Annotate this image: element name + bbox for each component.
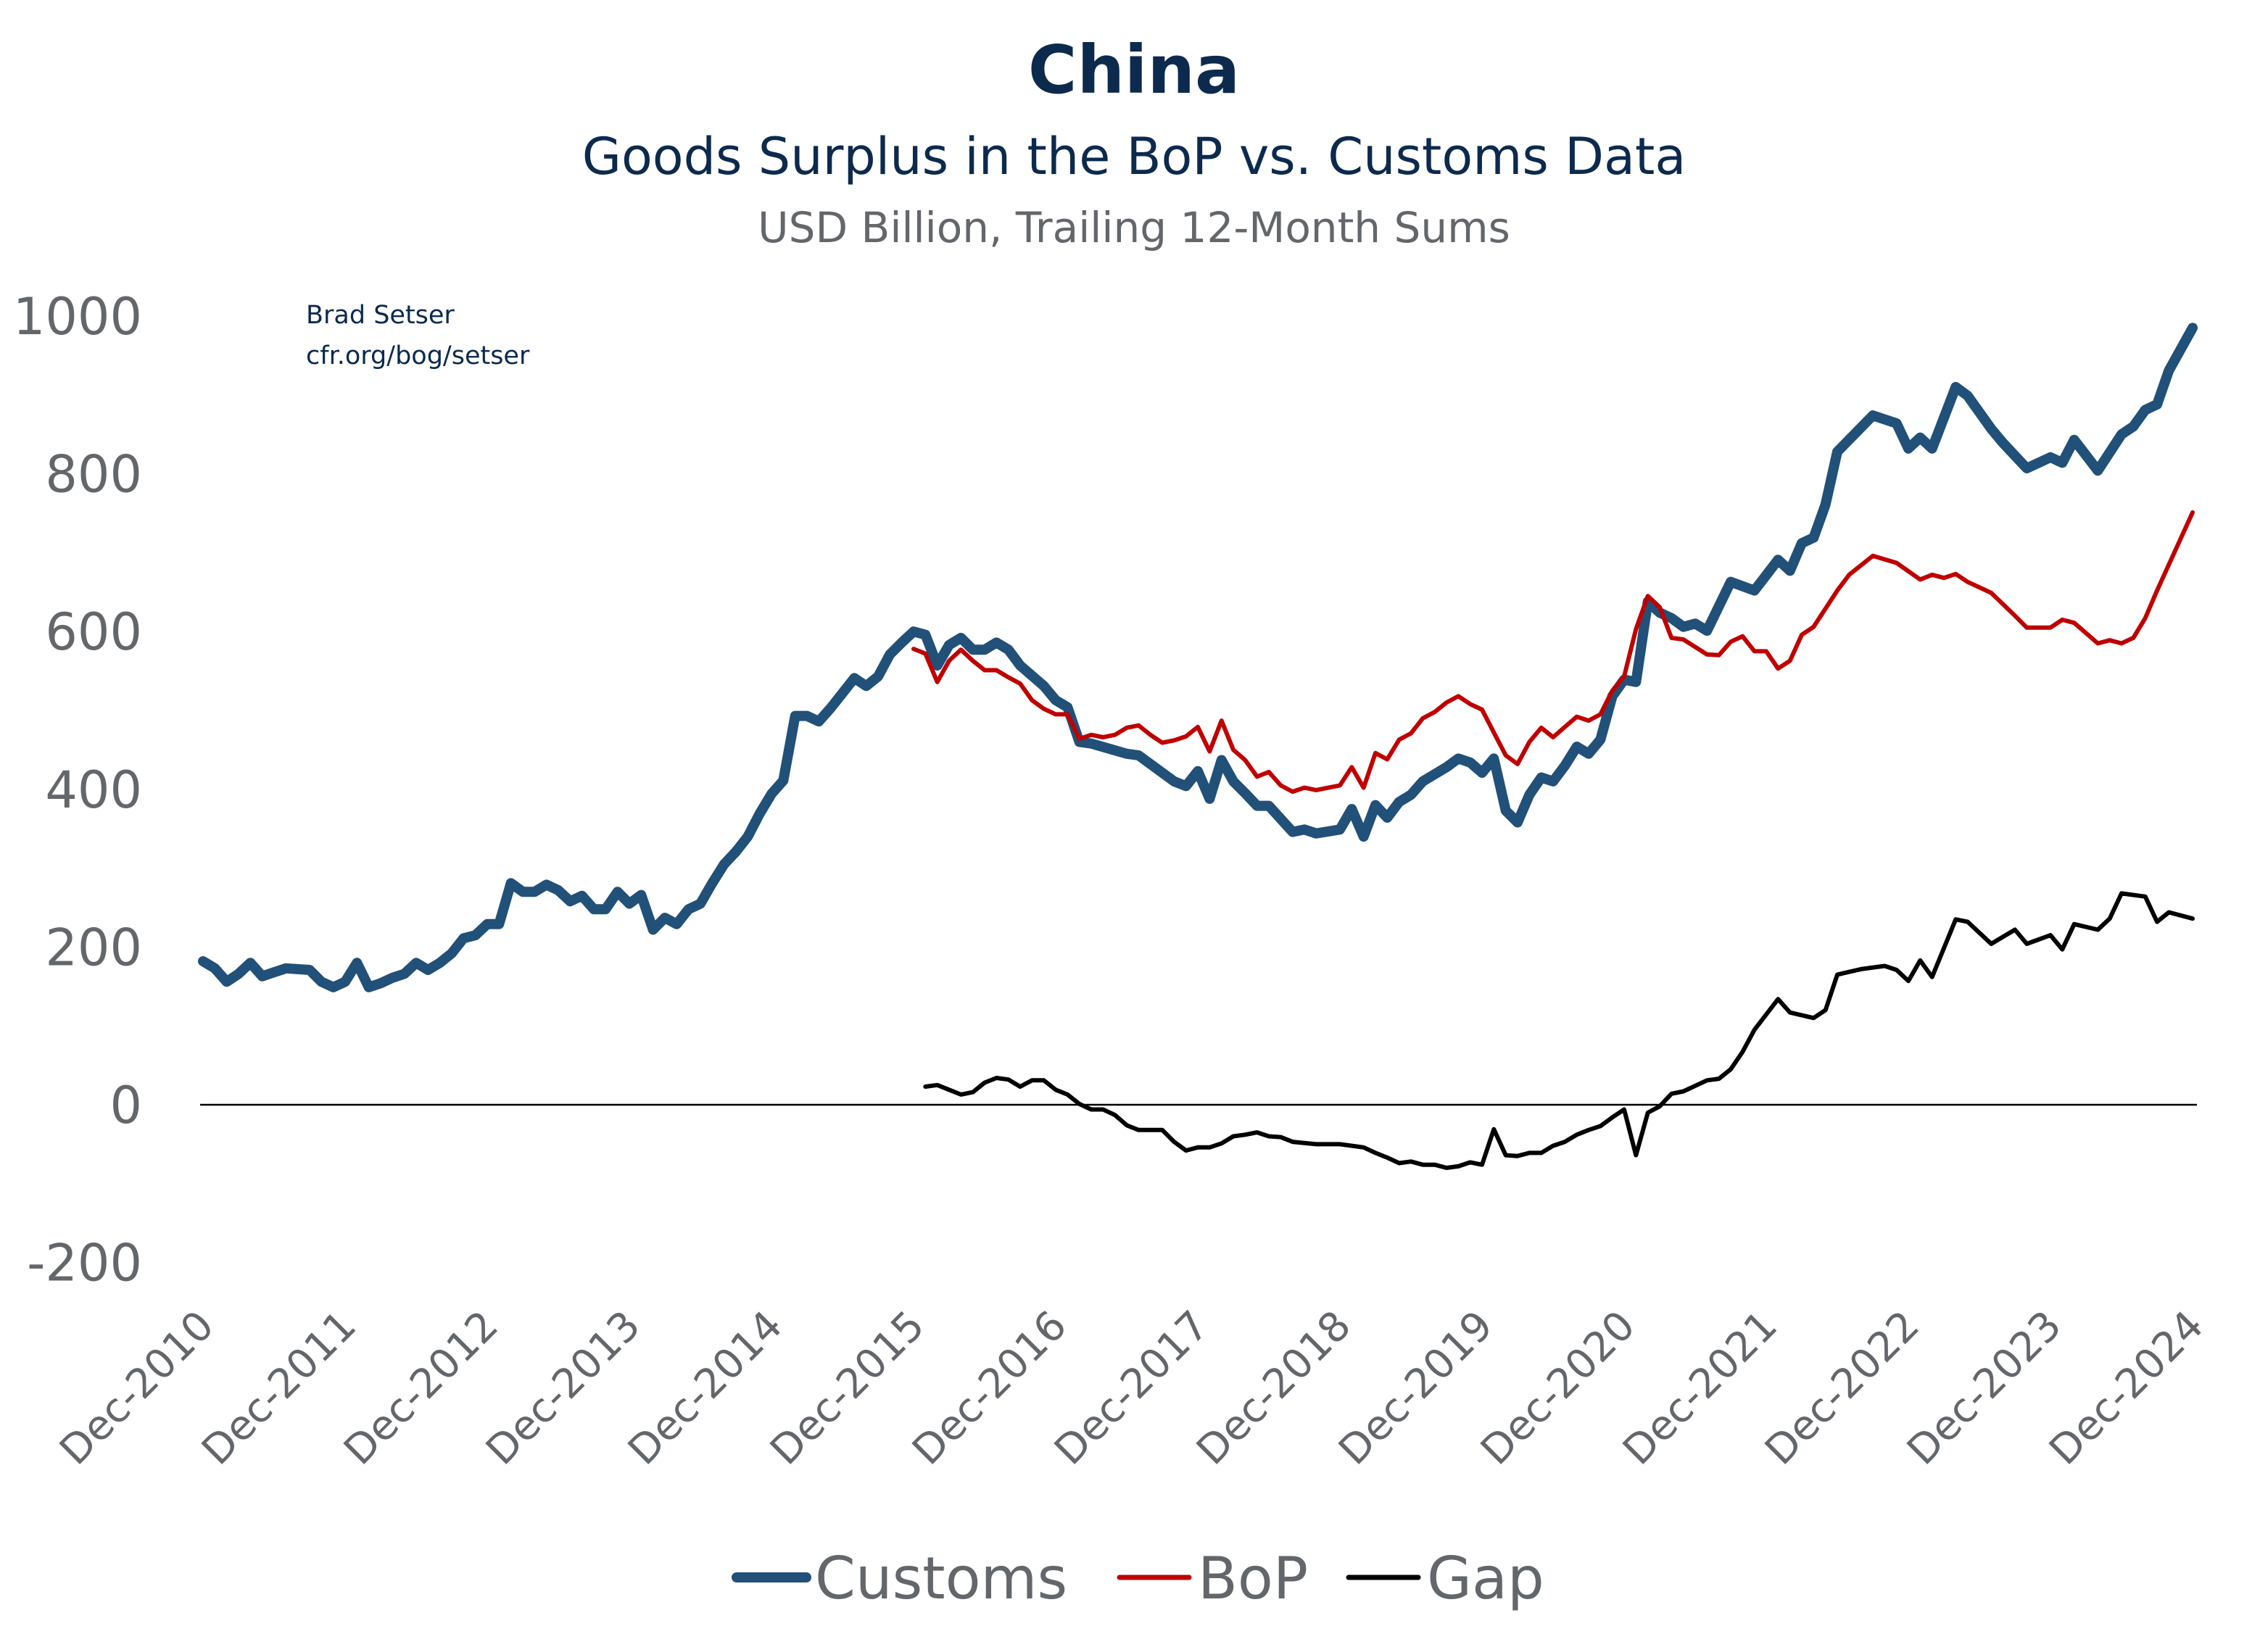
y-tick-label: 200 (45, 918, 142, 977)
y-axis: 1000 800 600 400 200 0 -200 (13, 287, 142, 1293)
y-tick-label: -200 (27, 1234, 142, 1293)
chart-subtitle: Goods Surplus in the BoP vs. Customs Dat… (582, 127, 1686, 186)
source-note: cfr.org/bog/setser (306, 341, 530, 370)
x-tick-label: Dec-2011 (193, 1302, 365, 1474)
y-tick-label: 600 (45, 602, 142, 662)
x-tick-label: Dec-2010 (51, 1302, 223, 1474)
x-tick-label: Dec-2014 (619, 1302, 792, 1474)
x-tick-label: Dec-2022 (1756, 1302, 1929, 1474)
y-tick-label: 1000 (13, 287, 142, 347)
x-tick-label: Dec-2015 (761, 1302, 934, 1474)
x-tick-label: Dec-2012 (335, 1302, 508, 1474)
x-axis: Dec-2010Dec-2011Dec-2012Dec-2013Dec-2014… (51, 1302, 2213, 1474)
x-tick-label: Dec-2018 (1188, 1302, 1360, 1474)
x-tick-label: Dec-2019 (1330, 1302, 1502, 1474)
y-tick-label: 400 (45, 760, 142, 820)
x-tick-label: Dec-2017 (1046, 1302, 1218, 1474)
y-tick-label: 800 (45, 445, 142, 505)
x-tick-label: Dec-2020 (1472, 1302, 1644, 1474)
chart-units: USD Billion, Trailing 12-Month Sums (758, 203, 1510, 252)
legend: Customs BoP Gap (732, 1545, 1544, 1612)
x-tick-label: Dec-2021 (1614, 1302, 1787, 1474)
x-tick-label: Dec-2023 (1898, 1302, 2071, 1474)
x-tick-label: Dec-2013 (477, 1302, 650, 1474)
legend-label-bop: BoP (1198, 1545, 1308, 1612)
author-note: Brad Setser (306, 301, 455, 330)
series-line-customs (198, 323, 2198, 992)
series-line-bop (911, 510, 2195, 795)
series-group (198, 323, 2198, 1170)
y-tick-label: 0 (109, 1076, 142, 1135)
x-tick-label: Dec-2016 (903, 1302, 1076, 1474)
x-tick-label: Dec-2024 (2040, 1302, 2213, 1474)
chart-title: China (1028, 31, 1240, 109)
series-line-gap (923, 891, 2195, 1170)
legend-label-gap: Gap (1427, 1545, 1544, 1612)
legend-label-customs: Customs (815, 1545, 1067, 1612)
